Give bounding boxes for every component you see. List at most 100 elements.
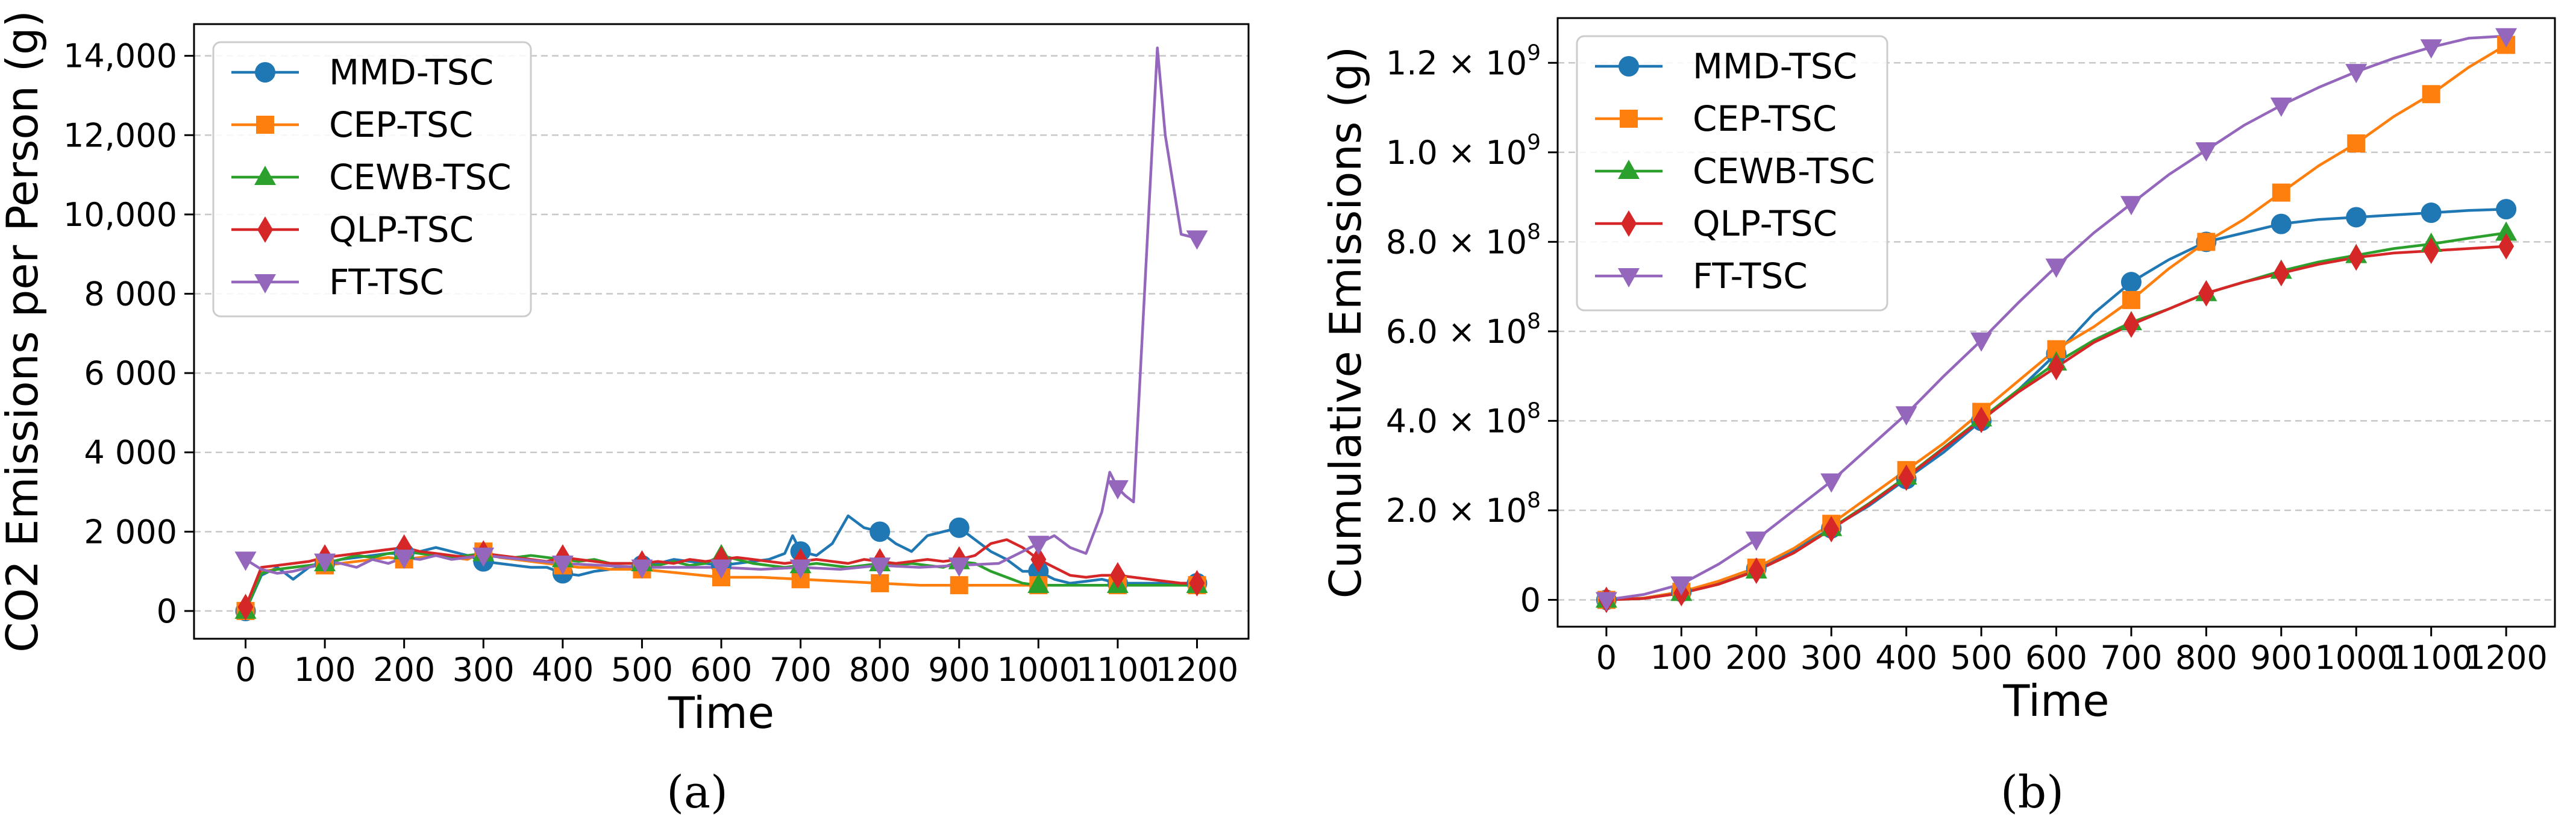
x-tick-label: 100 xyxy=(1650,639,1713,677)
y-tick-label: 0 xyxy=(157,592,177,630)
x-tick-label: 100 xyxy=(294,651,356,689)
data-point-ft-tsc xyxy=(2120,196,2142,216)
data-point-ft-tsc xyxy=(869,557,891,577)
data-point-qlp-tsc xyxy=(1109,562,1126,589)
y-tick-label-base: 1.0 × 10 xyxy=(1386,134,1527,172)
legend-marker-ft-tsc xyxy=(254,274,276,293)
data-point-ft-tsc xyxy=(1027,536,1050,556)
y-tick-label: 0 xyxy=(1520,581,1541,619)
x-tick-label: 800 xyxy=(849,651,911,689)
y-tick-label: 4 000 xyxy=(84,434,177,472)
data-point-cewb-tsc xyxy=(2495,221,2518,241)
data-point-mmd-tsc xyxy=(2270,213,2292,234)
x-tick-label: 300 xyxy=(1800,639,1863,677)
data-point-mmd-tsc xyxy=(2421,202,2442,224)
data-point-qlp-tsc xyxy=(1748,557,1764,585)
data-point-ft-tsc xyxy=(1820,473,1843,493)
y-tick-label-base: 4.0 × 10 xyxy=(1386,402,1527,440)
y-axis-label: CO2 Emissions per Person (g) xyxy=(0,10,48,653)
y-tick-label-base: 6.0 × 10 xyxy=(1386,313,1527,351)
data-point-ft-tsc xyxy=(2270,97,2292,117)
y-tick-label: 10,000 xyxy=(63,196,177,234)
data-point-cep-tsc xyxy=(2422,85,2440,104)
y-tick-label: 14,000 xyxy=(63,37,177,75)
x-tick-label: 1200 xyxy=(1156,651,1238,689)
data-point-cep-tsc xyxy=(2047,340,2066,359)
data-point-ft-tsc xyxy=(2195,142,2217,162)
axes-frame xyxy=(193,23,1250,640)
data-point-mmd-tsc xyxy=(2496,199,2517,220)
data-point-qlp-tsc xyxy=(237,594,254,621)
data-point-qlp-tsc xyxy=(2423,237,2439,265)
data-point-qlp-tsc xyxy=(2048,354,2064,381)
series-group xyxy=(1595,28,2518,613)
legend-marker-cep-tsc xyxy=(256,116,274,134)
x-axis-label: Time xyxy=(2002,676,2109,726)
legend-marker-mmd-tsc xyxy=(1619,56,1639,77)
x-tick-label: 600 xyxy=(2025,639,2087,677)
x-tick-label: 0 xyxy=(1596,639,1617,677)
x-tick-label: 900 xyxy=(2250,639,2312,677)
panel-label: (a) xyxy=(666,766,728,818)
data-point-ft-tsc xyxy=(314,553,336,573)
x-tick-label: 600 xyxy=(690,651,752,689)
y-tick-label: 2 000 xyxy=(84,513,177,551)
y-tick-label: 8 000 xyxy=(84,275,177,313)
data-point-ft-tsc xyxy=(1895,406,1917,426)
data-point-qlp-tsc xyxy=(2123,311,2139,338)
data-point-qlp-tsc xyxy=(2498,233,2515,260)
y-tick-label-exponent: 9 xyxy=(1527,130,1541,155)
y-tick-label: 1.0 × 109 xyxy=(1386,130,1541,172)
data-point-ft-tsc xyxy=(393,550,415,569)
x-tick-label: 1000 xyxy=(2315,639,2398,677)
y-tick-label: 6.0 × 108 xyxy=(1386,309,1541,351)
legend-label-cep-tsc: CEP-TSC xyxy=(1693,98,1837,139)
x-axis-label: Time xyxy=(668,688,774,738)
x-tick-label: 300 xyxy=(453,651,515,689)
y-tick-label: 2.0 × 108 xyxy=(1386,488,1541,530)
data-point-cep-tsc xyxy=(2122,290,2140,309)
series-group xyxy=(234,46,1208,621)
data-point-ft-tsc xyxy=(1595,592,1617,612)
x-tick-label: 700 xyxy=(2100,639,2162,677)
x-tick-label: 1200 xyxy=(2465,639,2547,677)
x-tick-label: 0 xyxy=(235,651,255,689)
data-point-cep-tsc xyxy=(2197,233,2216,251)
y-tick-label: 12,000 xyxy=(63,116,177,154)
legend-label-mmd-tsc: MMD-TSC xyxy=(1693,46,1857,87)
x-tick-label: 200 xyxy=(1725,639,1787,677)
data-point-ft-tsc xyxy=(948,557,970,577)
x-tick-label: 500 xyxy=(611,651,673,689)
data-point-mmd-tsc xyxy=(2346,207,2367,228)
y-tick-label: 4.0 × 108 xyxy=(1386,398,1541,440)
legend-marker-cewb-tsc xyxy=(1618,160,1640,179)
y-tick-label-exponent: 9 xyxy=(1527,40,1541,65)
y-tick-label: 1.2 × 109 xyxy=(1386,40,1541,82)
legend-label-qlp-tsc: QLP-TSC xyxy=(329,209,474,250)
x-tick-label: 1000 xyxy=(997,651,1080,689)
legend: MMD-TSC CEP-TSC CEWB-TSC QLP-TSC FT-TSC xyxy=(1576,35,1888,312)
legend: MMD-TSC CEP-TSC CEWB-TSC QLP-TSC FT-TSC xyxy=(212,41,532,318)
data-point-ft-tsc xyxy=(631,559,653,579)
data-point-ft-tsc xyxy=(1106,480,1129,500)
data-point-qlp-tsc xyxy=(2273,260,2289,287)
y-tick-label-exponent: 8 xyxy=(1527,219,1541,244)
data-point-cewb-tsc xyxy=(1027,574,1050,594)
legend-label-ft-tsc: FT-TSC xyxy=(329,262,444,303)
series-line-ft-tsc xyxy=(245,46,1198,575)
data-point-mmd-tsc xyxy=(2120,272,2142,293)
x-tick-label: 500 xyxy=(1951,639,2013,677)
data-point-qlp-tsc xyxy=(1823,516,1840,543)
data-point-ft-tsc xyxy=(2345,64,2368,84)
legend-box xyxy=(1576,35,1888,312)
panel-label: (b) xyxy=(2001,766,2064,818)
data-point-cep-tsc xyxy=(2272,183,2290,202)
chart-a: 0 2 000 4 000 6 000 8 000 10,000 12,000 14,000 0… xyxy=(0,10,1250,818)
data-point-mmd-tsc xyxy=(870,521,891,542)
y-tick-label: 8.0 × 108 xyxy=(1386,219,1541,261)
data-point-ft-tsc xyxy=(472,547,495,567)
data-point-ft-tsc xyxy=(789,559,812,579)
legend-label-cewb-tsc: CEWB-TSC xyxy=(329,157,512,198)
